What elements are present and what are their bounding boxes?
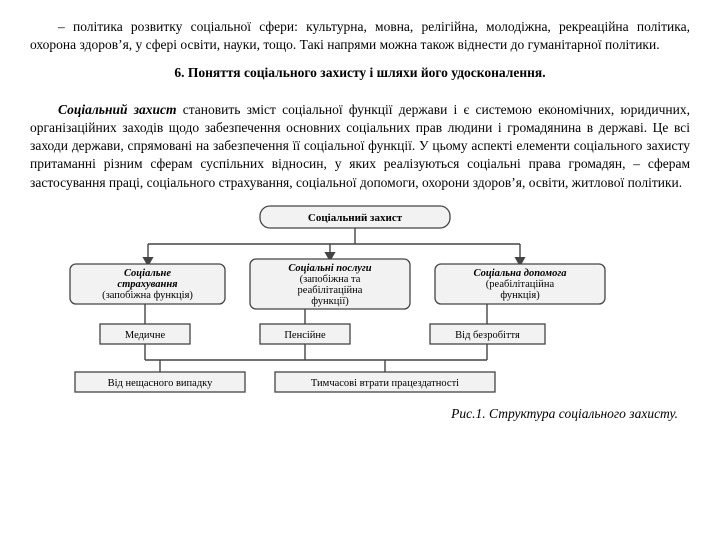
- diagram-svg: Соціальний захистСоціальнестрахування(за…: [60, 204, 650, 399]
- intro-paragraph: – політика розвитку соціальної сфери: ку…: [30, 18, 690, 54]
- svg-text:(реабілітаційна: (реабілітаційна: [486, 279, 555, 290]
- svg-text:(запобіжна та: (запобіжна та: [300, 274, 361, 285]
- svg-text:Медичне: Медичне: [125, 330, 166, 341]
- lead-term: Соціальний захист: [58, 102, 176, 117]
- body-paragraph: Соціальний захист становить зміст соціал…: [30, 101, 690, 192]
- svg-text:страхування: страхування: [117, 279, 178, 290]
- svg-text:Від безробіття: Від безробіття: [455, 330, 520, 341]
- svg-text:Соціальний захист: Соціальний захист: [308, 212, 403, 224]
- figure-caption: Рис.1. Структура соціального захисту.: [30, 405, 690, 423]
- svg-text:Соціальні послуги: Соціальні послуги: [288, 263, 371, 274]
- section-heading: 6. Поняття соціального захисту і шляхи й…: [30, 64, 690, 82]
- svg-text:Пенсійне: Пенсійне: [284, 330, 326, 341]
- svg-text:Від нещасного випадку: Від нещасного випадку: [108, 378, 214, 389]
- svg-text:функції): функції): [311, 296, 349, 307]
- svg-text:Соціальна допомога: Соціальна допомога: [474, 268, 567, 279]
- diagram-figure: Соціальний захистСоціальнестрахування(за…: [60, 204, 660, 399]
- svg-text:(запобіжна функція): (запобіжна функція): [102, 290, 193, 301]
- svg-text:реабілітаційна: реабілітаційна: [298, 285, 363, 296]
- svg-text:функція): функція): [500, 290, 540, 301]
- svg-text:Соціальне: Соціальне: [124, 268, 171, 279]
- svg-text:Тимчасові втрати працездатност: Тимчасові втрати працездатності: [311, 378, 459, 389]
